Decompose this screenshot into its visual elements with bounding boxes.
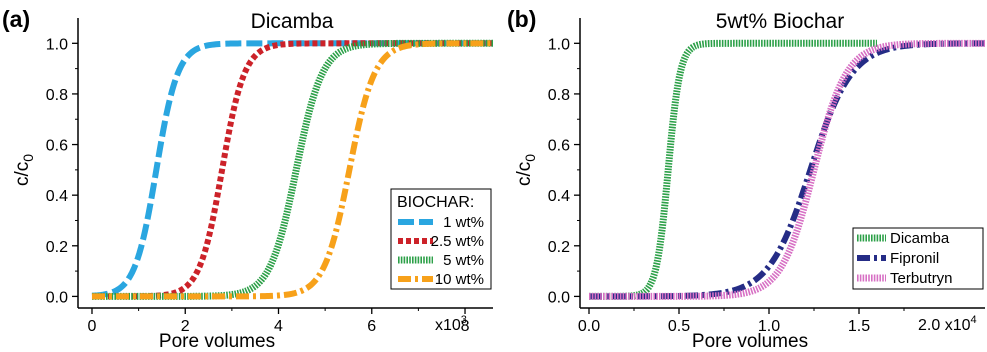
legend-entry: Dicamba <box>890 230 950 247</box>
y-tick-label: 0.0 <box>548 289 570 306</box>
legend-title: BIOCHAR: <box>397 194 474 211</box>
x-tick-label: 6 <box>367 318 376 335</box>
y-tick-label: 0.8 <box>548 87 570 104</box>
panel-b: (b) 5wt% Biochar 0.00.20.40.60.81.00.0 0.… <box>507 6 986 352</box>
series-line-5-wt- <box>91 39 493 300</box>
x-tick-label: 0.5 <box>668 318 690 335</box>
panel-b-plot-area: 0.0 0.2 0.4 0.6 0.8 1.0 0.0 0.5 1.0 1.5 <box>548 18 986 335</box>
x-tick-label: 8 <box>461 318 470 335</box>
y-tick-label: 0.2 <box>46 239 68 256</box>
x-tick-label: 0.0 <box>578 318 600 335</box>
series-line-terbutryn <box>589 39 985 300</box>
panel-a-legend: BIOCHAR: 1 wt% 2.5 wt% 5 wt% 10 wt% <box>390 188 492 290</box>
panel-a-label: (a) <box>2 6 30 32</box>
legend-entry: 1 wt% <box>443 214 484 231</box>
panel-b-title: 5wt% Biochar <box>716 10 844 33</box>
x-tick-label: 1.0 <box>758 318 780 335</box>
y-tick-label: 0.8 <box>46 87 68 104</box>
panel-b-legend: Dicamba Fipronil Terbutryn <box>852 227 984 290</box>
x-tick-label: 0 <box>88 318 97 335</box>
panel-a-y-label: c/c0 <box>12 154 36 186</box>
x-tick-label: 2 <box>181 318 190 335</box>
x-tick-label: 1.5 <box>848 318 870 335</box>
series-line-10-wt- <box>91 40 493 300</box>
series-line-dicamba <box>589 39 877 300</box>
y-tick-label: 0.6 <box>548 138 570 155</box>
panel-a: (a) Dicamba 0.0 0.2 0.4 0.6 0.8 1.0 0 2 4 6 8 Pore… <box>2 6 493 352</box>
legend-entry: 2.5 wt% <box>431 233 484 250</box>
y-tick-label: 0.2 <box>548 239 570 256</box>
y-tick-label: 0.4 <box>46 188 68 205</box>
y-tick-label: 1.0 <box>548 36 570 53</box>
panel-b-x-multiplier: 2.0 x104 <box>918 314 977 334</box>
y-tick-label: 0.6 <box>46 138 68 155</box>
panel-b-y-label: c/c0 <box>514 154 538 186</box>
legend-entry: 5 wt% <box>443 252 484 269</box>
y-tick-label: 0.4 <box>548 188 570 205</box>
panel-a-x-label: Pore volumes <box>159 331 275 352</box>
legend-entry: Fipronil <box>890 250 939 267</box>
panel-b-x-label: Pore volumes <box>692 331 808 352</box>
panel-a-title: Dicamba <box>251 10 334 33</box>
panel-a-plot-area: 0.0 0.2 0.4 0.6 0.8 1.0 0 2 4 6 8 <box>46 18 493 335</box>
legend-entry: 10 wt% <box>435 271 484 288</box>
panel-b-label: (b) <box>507 6 536 32</box>
panel-a-x-multiplier: x103 <box>435 314 467 334</box>
series-line-fipronil <box>589 40 986 300</box>
legend-entry: Terbutryn <box>890 270 953 287</box>
y-tick-label: 0.0 <box>46 289 68 306</box>
x-tick-label: 4 <box>274 318 283 335</box>
y-tick-label: 1.0 <box>46 36 68 53</box>
